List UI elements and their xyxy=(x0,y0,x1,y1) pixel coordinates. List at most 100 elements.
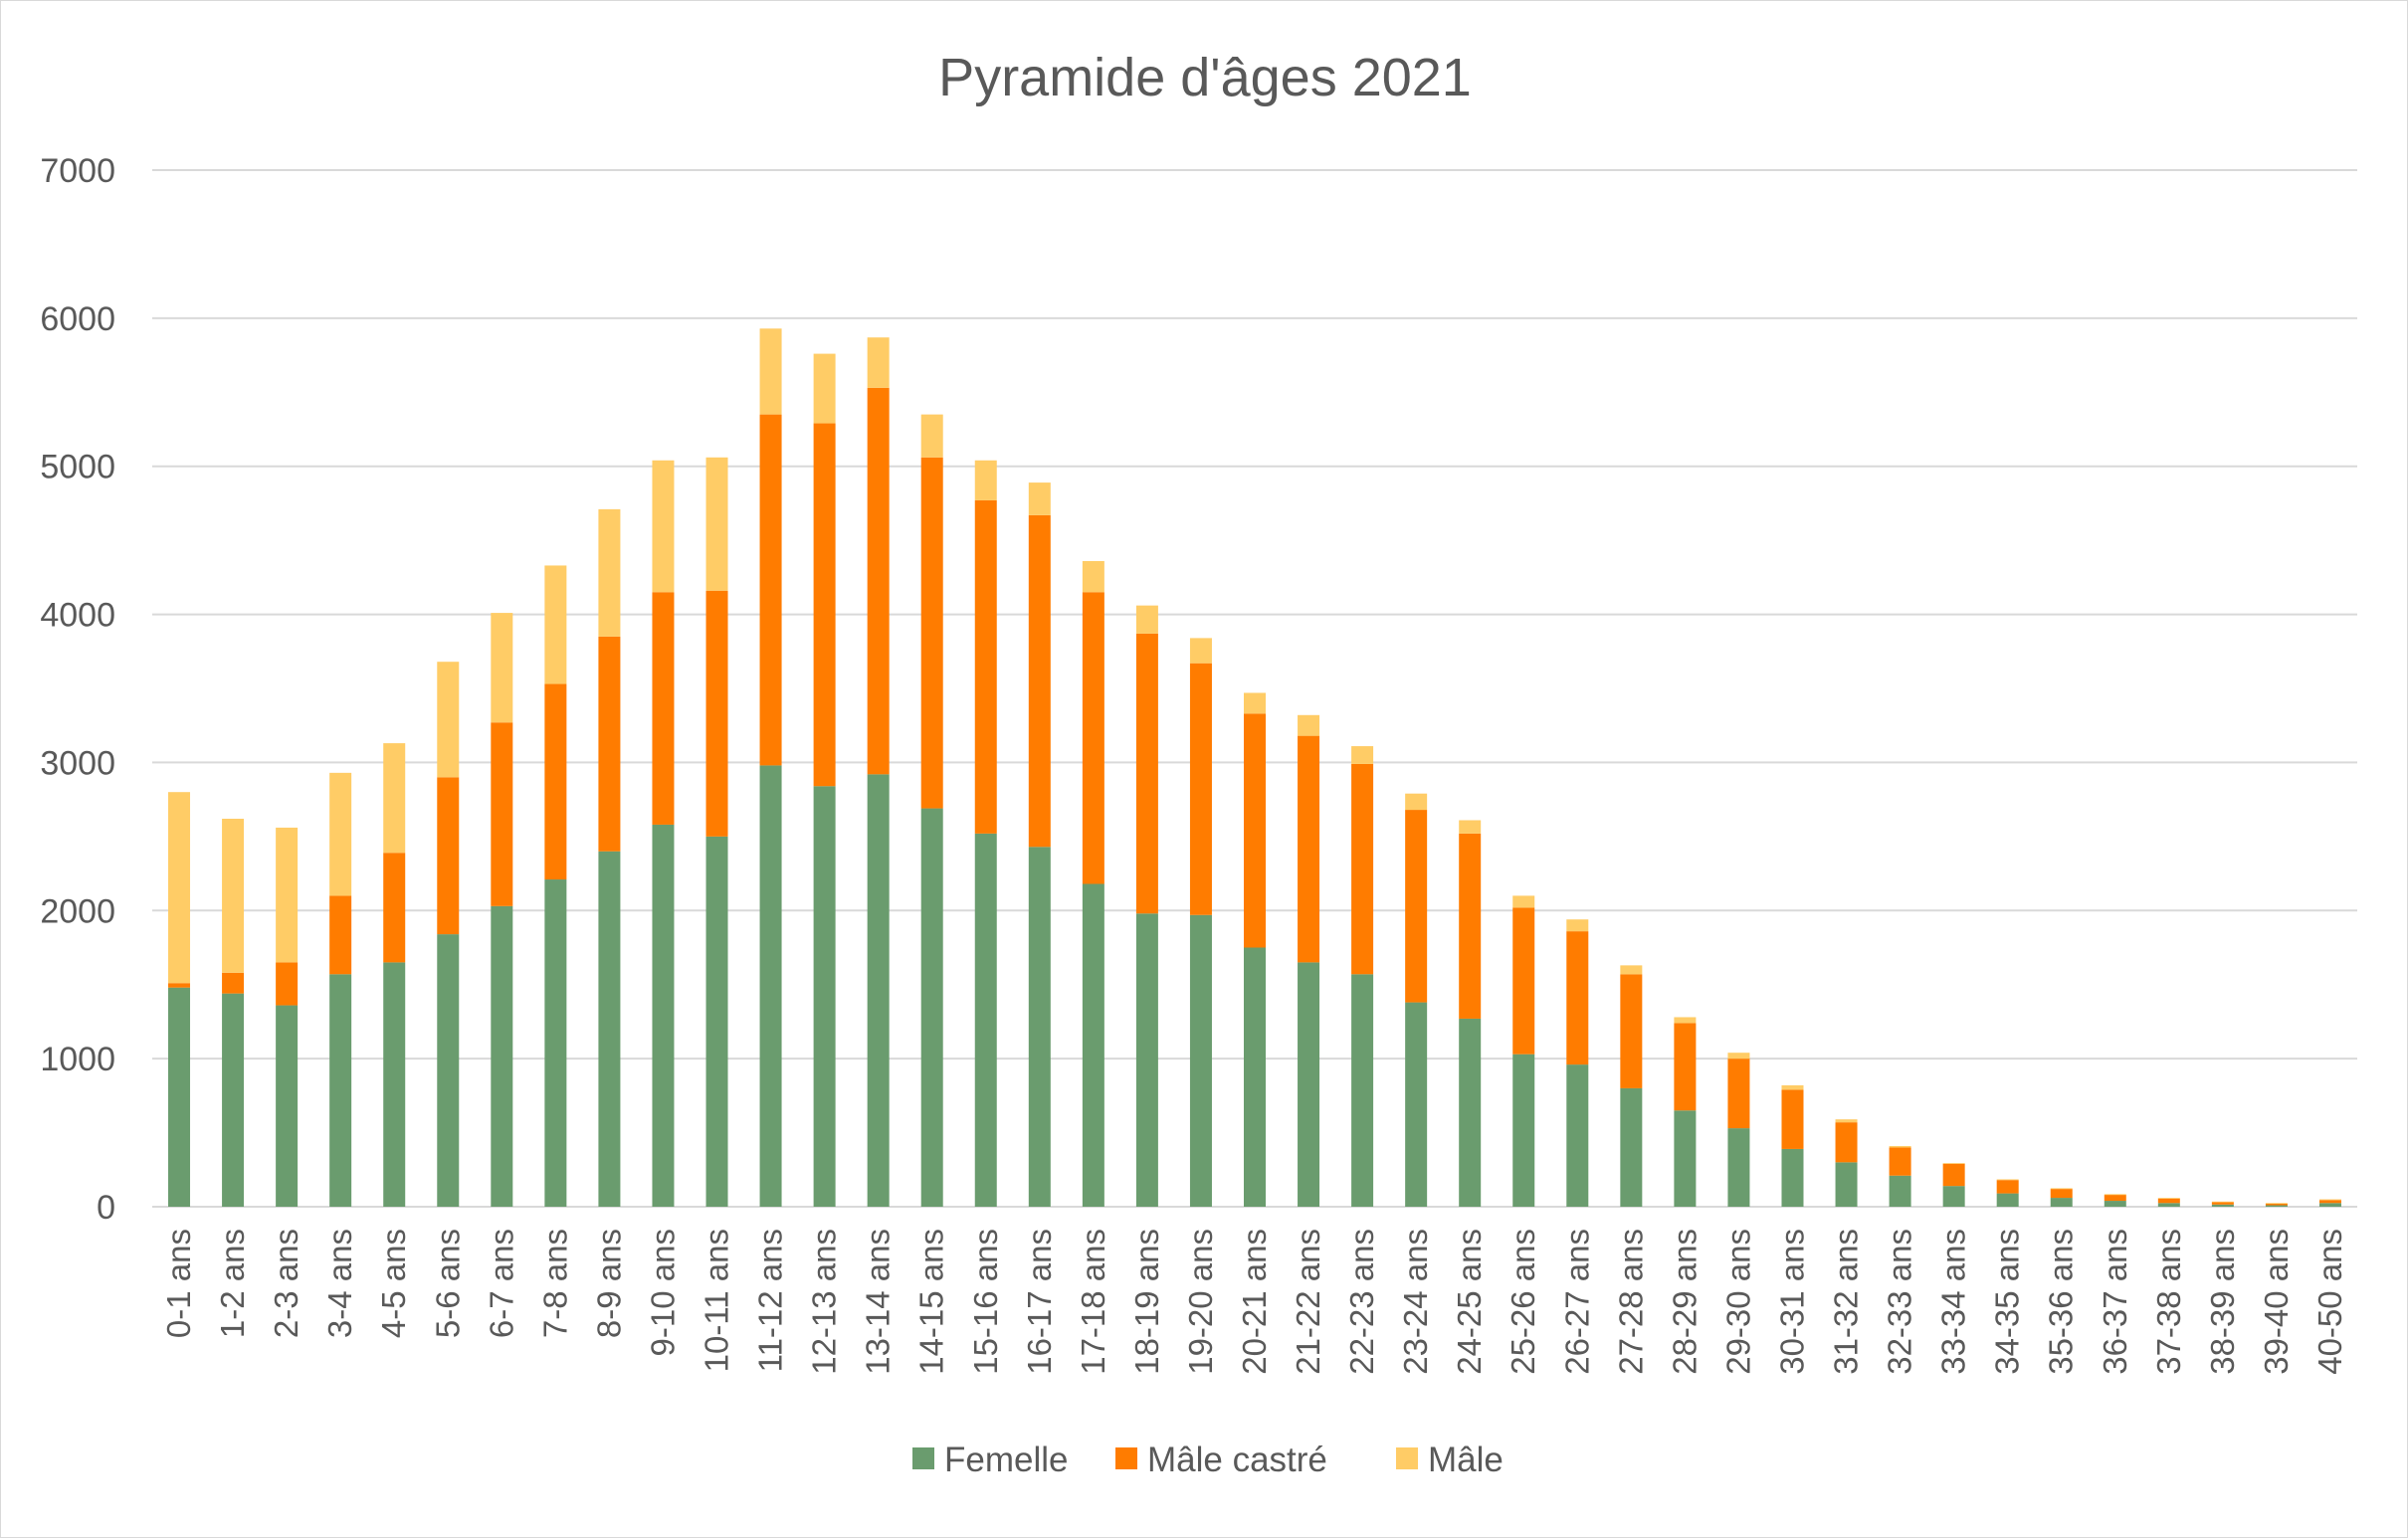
bar-male-castre xyxy=(1942,1163,1965,1187)
bar-male-castre xyxy=(2157,1198,2180,1204)
bar-femelle xyxy=(652,824,675,1207)
legend-swatch-male xyxy=(1396,1447,1418,1469)
y-tick-label: 6000 xyxy=(40,300,115,338)
bar-male-castre xyxy=(1135,633,1158,914)
bar-male xyxy=(652,460,675,593)
x-tick-label: 7-8 ans xyxy=(536,1229,573,1338)
x-tick-label: 37-38 ans xyxy=(2150,1229,2187,1375)
x-tick-label: 0-1 ans xyxy=(160,1229,197,1338)
y-tick-label: 0 xyxy=(97,1189,115,1227)
bar-male-castre xyxy=(1405,810,1428,1003)
bar-male-castre xyxy=(222,972,245,994)
bar-femelle xyxy=(1351,974,1374,1207)
bar-male xyxy=(1889,1145,1911,1148)
bar-femelle xyxy=(1405,1002,1428,1207)
bar-femelle xyxy=(1674,1110,1697,1207)
bar-male-castre xyxy=(1459,833,1482,1019)
y-tick-label: 3000 xyxy=(40,744,115,782)
bar-femelle xyxy=(759,765,782,1207)
legend-label-femelle: Femelle xyxy=(944,1441,1068,1479)
x-tick-label: 24-25 ans xyxy=(1451,1229,1488,1375)
bar-male xyxy=(1405,793,1428,811)
bar-male xyxy=(974,460,997,500)
bar-femelle xyxy=(1028,847,1051,1207)
x-tick-label: 14-15 ans xyxy=(913,1229,950,1375)
bar-male xyxy=(759,328,782,415)
bar-femelle xyxy=(491,905,513,1207)
bar-femelle xyxy=(1942,1186,1965,1207)
legend-label-male-castre: Mâle castré xyxy=(1147,1441,1327,1479)
bar-male xyxy=(491,613,513,723)
bar-male-castre xyxy=(168,983,191,988)
bar-femelle xyxy=(974,833,997,1207)
legend: Femelle Mâle castré Mâle xyxy=(912,1441,1504,1479)
bar-male xyxy=(1082,560,1104,593)
bar-male xyxy=(544,565,567,684)
bar-male-castre xyxy=(705,590,728,837)
bar-femelle xyxy=(1135,913,1158,1207)
bar-male xyxy=(1620,965,1643,975)
bar-male xyxy=(2318,1199,2341,1201)
bar-male-castre xyxy=(491,722,513,906)
bar-femelle xyxy=(1996,1193,2019,1207)
bar-femelle xyxy=(1835,1162,1858,1207)
x-tick-label: 8-9 ans xyxy=(590,1229,627,1338)
bar-male xyxy=(1512,895,1535,908)
y-tick-label: 7000 xyxy=(40,152,115,190)
bar-femelle xyxy=(2265,1205,2288,1207)
bar-male xyxy=(813,353,836,424)
bar-femelle xyxy=(2104,1201,2126,1207)
bar-male-castre xyxy=(437,777,460,935)
bar-male-castre xyxy=(1512,907,1535,1055)
bar-male-castre xyxy=(1835,1122,1858,1163)
x-tick-label: 10-11 ans xyxy=(699,1229,735,1372)
x-tick-label: 26-27 ans xyxy=(1558,1229,1595,1375)
x-tick-label: 40-50 ans xyxy=(2311,1229,2348,1375)
bar-male xyxy=(1835,1119,1858,1123)
x-tick-label: 2-3 ans xyxy=(268,1229,304,1338)
bar-male-castre xyxy=(920,457,943,809)
bar-male xyxy=(598,508,621,637)
x-tick-label: 6-7 ans xyxy=(483,1229,519,1338)
bar-femelle xyxy=(1566,1064,1589,1207)
bar-male xyxy=(437,662,460,778)
bar-femelle xyxy=(168,987,191,1207)
bar-male xyxy=(920,414,943,458)
y-tick-label: 1000 xyxy=(40,1041,115,1078)
bar-male-castre xyxy=(1244,713,1266,948)
bar-male xyxy=(1996,1179,2019,1181)
bar-male xyxy=(2265,1203,2288,1205)
chart-title: Pyramide d'âges 2021 xyxy=(938,48,1472,107)
bar-male-castre xyxy=(2265,1204,2288,1206)
x-tick-label: 31-32 ans xyxy=(1828,1229,1865,1375)
bar-male xyxy=(276,827,299,963)
bar-femelle xyxy=(276,1005,299,1207)
x-tick-label: 35-36 ans xyxy=(2043,1229,2080,1375)
bar-male-castre xyxy=(2050,1189,2073,1199)
x-tick-label: 11-12 ans xyxy=(752,1229,789,1372)
x-tick-label: 15-16 ans xyxy=(967,1229,1004,1375)
bar-femelle xyxy=(383,962,406,1207)
x-tick-label: 32-33 ans xyxy=(1882,1229,1918,1375)
x-tick-label: 1-2 ans xyxy=(214,1229,251,1338)
x-tick-label: 17-18 ans xyxy=(1075,1229,1111,1375)
bar-male xyxy=(2104,1194,2126,1196)
x-tick-label: 39-40 ans xyxy=(2258,1229,2295,1375)
bar-male-castre xyxy=(1028,514,1051,848)
bar-male-castre xyxy=(1727,1058,1750,1129)
bar-male-castre xyxy=(867,387,890,775)
bar-male xyxy=(1351,746,1374,764)
bar-femelle xyxy=(1620,1087,1643,1207)
bar-male-castre xyxy=(1298,735,1320,963)
bar-male xyxy=(1566,919,1589,932)
bar-male-castre xyxy=(1351,763,1374,975)
bar-femelle xyxy=(867,774,890,1207)
bar-male xyxy=(2157,1198,2180,1199)
bar-male-castre xyxy=(1889,1147,1911,1176)
bar-male xyxy=(1459,820,1482,834)
bars xyxy=(168,328,2341,1207)
x-tick-label: 34-35 ans xyxy=(1989,1229,2026,1375)
x-tick-label: 33-34 ans xyxy=(1935,1229,1972,1375)
